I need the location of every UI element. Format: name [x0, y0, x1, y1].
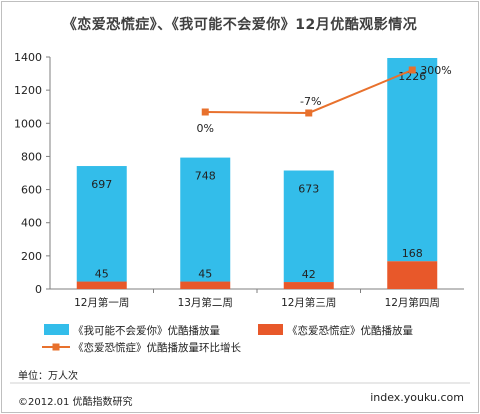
legend-label-bottom: 《恋爱恐慌症》优酷播放量 — [287, 324, 413, 337]
legend-swatch-bottom — [258, 324, 283, 335]
site-url: index.youku.com — [370, 391, 464, 404]
growth-label: 300% — [420, 64, 451, 77]
data-label-bottom: 45 — [198, 268, 212, 281]
y-tick-label: 1000 — [14, 117, 42, 130]
legend-label-line: 《恋爱恐慌症》优酷播放量环比增长 — [73, 341, 241, 354]
growth-label: 0% — [197, 122, 214, 135]
data-label-top: 673 — [298, 183, 319, 196]
y-tick-label: 0 — [35, 283, 42, 296]
y-tick-label: 800 — [21, 150, 42, 163]
growth-line: 0% -7% 300% — [197, 64, 452, 135]
bar-segment-bottom — [387, 261, 438, 289]
data-label-top: 697 — [91, 178, 112, 191]
y-tick-label: 200 — [21, 250, 42, 263]
growth-point — [305, 109, 313, 117]
bar-segment-top — [387, 57, 438, 262]
y-tick-label: 1200 — [14, 84, 42, 97]
data-label-bottom: 42 — [302, 268, 316, 281]
growth-point — [201, 108, 209, 116]
x-tick-label: 12月第三周 — [281, 296, 336, 309]
chart-title: 《恋爱恐慌症》、《我可能不会爱你》12月优酷观影情况 — [62, 17, 418, 33]
chart-axes: 0 200 400 600 800 1000 1200 1400 12月第一周 13月第二周 12月… — [14, 51, 464, 309]
bar-segment-top — [283, 170, 334, 283]
y-tick-label: 600 — [21, 184, 42, 197]
growth-label: -7% — [300, 95, 321, 108]
bar-segment-bottom — [76, 281, 127, 289]
data-label-bottom: 168 — [402, 247, 423, 260]
x-tick-label: 12月第四周 — [385, 296, 440, 309]
growth-point — [408, 66, 416, 74]
bar-segment-top — [76, 166, 127, 282]
legend-swatch-top — [44, 324, 69, 335]
source-note: ©2012.01 优酷指数研究 — [18, 397, 133, 408]
bar-segment-bottom — [283, 282, 334, 289]
bar-segment-top — [180, 157, 231, 282]
data-label-top: 748 — [195, 170, 216, 183]
y-tick-label: 1400 — [14, 51, 42, 64]
unit-note: 单位：万人次 — [18, 371, 78, 382]
legend-line-marker — [52, 343, 60, 351]
chart-legend: 《我可能不会爱你》优酷播放量 《恋爱恐慌症》优酷播放量《恋爱恐慌症》优酷播放量环比… — [10, 324, 470, 384]
y-tick-label: 400 — [21, 217, 42, 230]
data-label-bottom: 45 — [95, 268, 109, 281]
bar-segment-bottom — [180, 281, 231, 289]
legend-label-top: 《我可能不会爱你》优酷播放量 — [73, 324, 220, 337]
x-tick-label: 13月第二周 — [178, 296, 233, 309]
x-tick-label: 12月第一周 — [74, 296, 129, 309]
